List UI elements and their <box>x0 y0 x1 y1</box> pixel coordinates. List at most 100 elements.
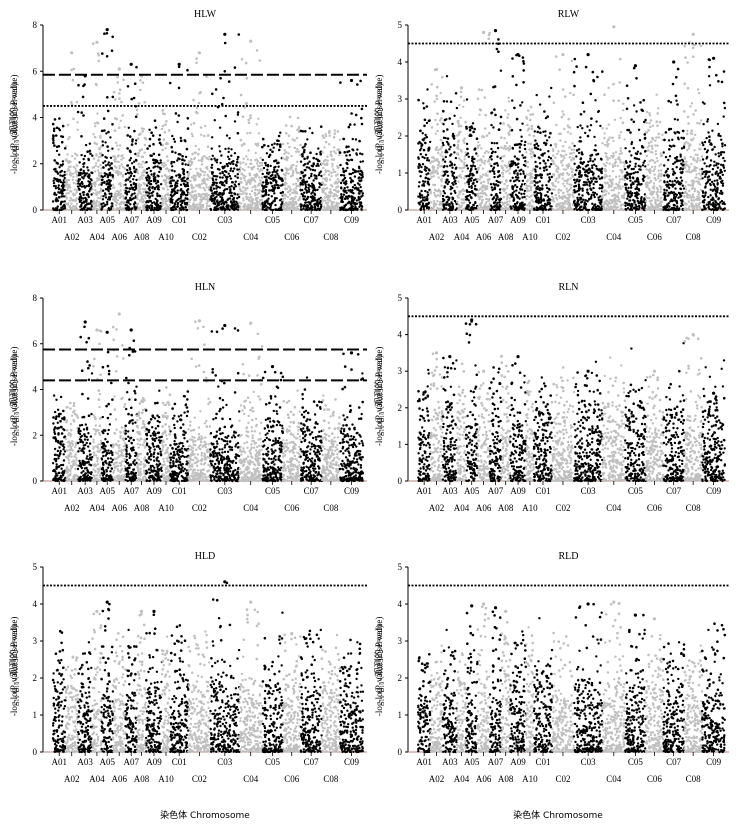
snp-point <box>295 136 299 140</box>
snp-point <box>227 80 231 83</box>
snp-point <box>518 146 522 149</box>
snp-point <box>239 181 242 184</box>
snp-point <box>297 184 300 187</box>
snp-point <box>83 154 87 158</box>
snp-point <box>59 180 63 184</box>
snp-point <box>304 142 307 146</box>
snp-point <box>570 148 573 151</box>
snp-point <box>52 134 55 137</box>
snp-point <box>573 191 576 194</box>
snp-point <box>361 160 365 163</box>
snp-point <box>457 203 460 206</box>
snp-point <box>564 140 567 144</box>
snp-point <box>466 167 470 170</box>
snp-point <box>179 153 182 156</box>
snp-point <box>290 197 293 200</box>
snp-point <box>296 160 299 163</box>
snp-point <box>421 155 424 159</box>
snp-point <box>69 173 72 176</box>
snp-point <box>422 205 425 208</box>
snp-point <box>142 182 145 185</box>
snp-point <box>244 189 247 192</box>
snp-point <box>466 147 469 151</box>
snp-point <box>111 35 114 39</box>
snp-point <box>419 153 422 156</box>
snp-point <box>341 167 345 170</box>
snp-point <box>469 134 473 137</box>
snp-point <box>522 172 525 175</box>
snp-point <box>511 176 514 179</box>
snp-point <box>152 190 155 193</box>
snp-point <box>176 203 179 206</box>
snp-point <box>73 188 76 191</box>
y-tick-label: 1 <box>398 168 403 178</box>
snp-point <box>561 88 565 91</box>
snp-point <box>431 170 434 173</box>
snp-point <box>320 205 323 208</box>
snp-point <box>584 131 587 135</box>
snp-point <box>461 160 464 163</box>
peak-point <box>349 78 354 83</box>
snp-point <box>156 199 159 202</box>
snp-point <box>60 206 63 209</box>
snp-point <box>592 193 596 197</box>
snp-point <box>593 163 596 166</box>
snp-point <box>343 176 347 180</box>
snp-point <box>159 159 162 162</box>
snp-point <box>63 147 67 150</box>
snp-point <box>80 168 83 171</box>
snp-point <box>182 179 185 182</box>
snp-point <box>218 150 222 153</box>
snp-point <box>418 203 421 206</box>
snp-point <box>267 155 271 158</box>
snp-point <box>258 59 262 62</box>
snp-point <box>274 159 278 162</box>
snp-point <box>294 187 298 190</box>
snp-point <box>227 207 230 210</box>
snp-point <box>230 185 233 188</box>
peak-point <box>482 30 486 34</box>
snp-point <box>194 174 197 178</box>
snp-point <box>288 193 292 196</box>
snp-point <box>176 179 179 182</box>
snp-point <box>480 206 483 209</box>
snp-point <box>493 142 496 145</box>
snp-point <box>172 137 176 141</box>
snp-point <box>447 180 451 184</box>
snp-point <box>520 135 523 138</box>
snp-point <box>439 138 442 141</box>
snp-point <box>508 125 512 129</box>
snp-point <box>53 193 56 196</box>
snp-point <box>85 172 89 175</box>
snp-point <box>595 193 599 196</box>
snp-point <box>351 171 355 175</box>
snp-point <box>475 171 479 174</box>
snp-point <box>421 184 424 187</box>
y-tick-label: 0 <box>398 205 403 215</box>
snp-point <box>451 174 454 177</box>
snp-point <box>549 163 553 166</box>
snp-point <box>300 208 303 211</box>
snp-point <box>579 157 583 160</box>
snp-point <box>101 144 105 147</box>
snp-point <box>53 208 57 212</box>
snp-point <box>310 196 314 199</box>
snp-point <box>205 207 208 210</box>
snp-point <box>120 158 123 161</box>
snp-point <box>60 164 64 167</box>
snp-point <box>547 197 551 201</box>
snp-point <box>227 172 230 175</box>
snp-point <box>223 41 227 45</box>
snp-point <box>490 164 493 168</box>
snp-point <box>304 198 307 202</box>
snp-point <box>205 202 209 205</box>
snp-point <box>516 196 519 199</box>
snp-point <box>541 184 544 187</box>
snp-point <box>446 128 449 131</box>
snp-point <box>317 147 320 150</box>
snp-point <box>61 124 65 128</box>
snp-point <box>541 154 544 157</box>
snp-point <box>545 139 549 142</box>
snp-point <box>166 142 169 146</box>
